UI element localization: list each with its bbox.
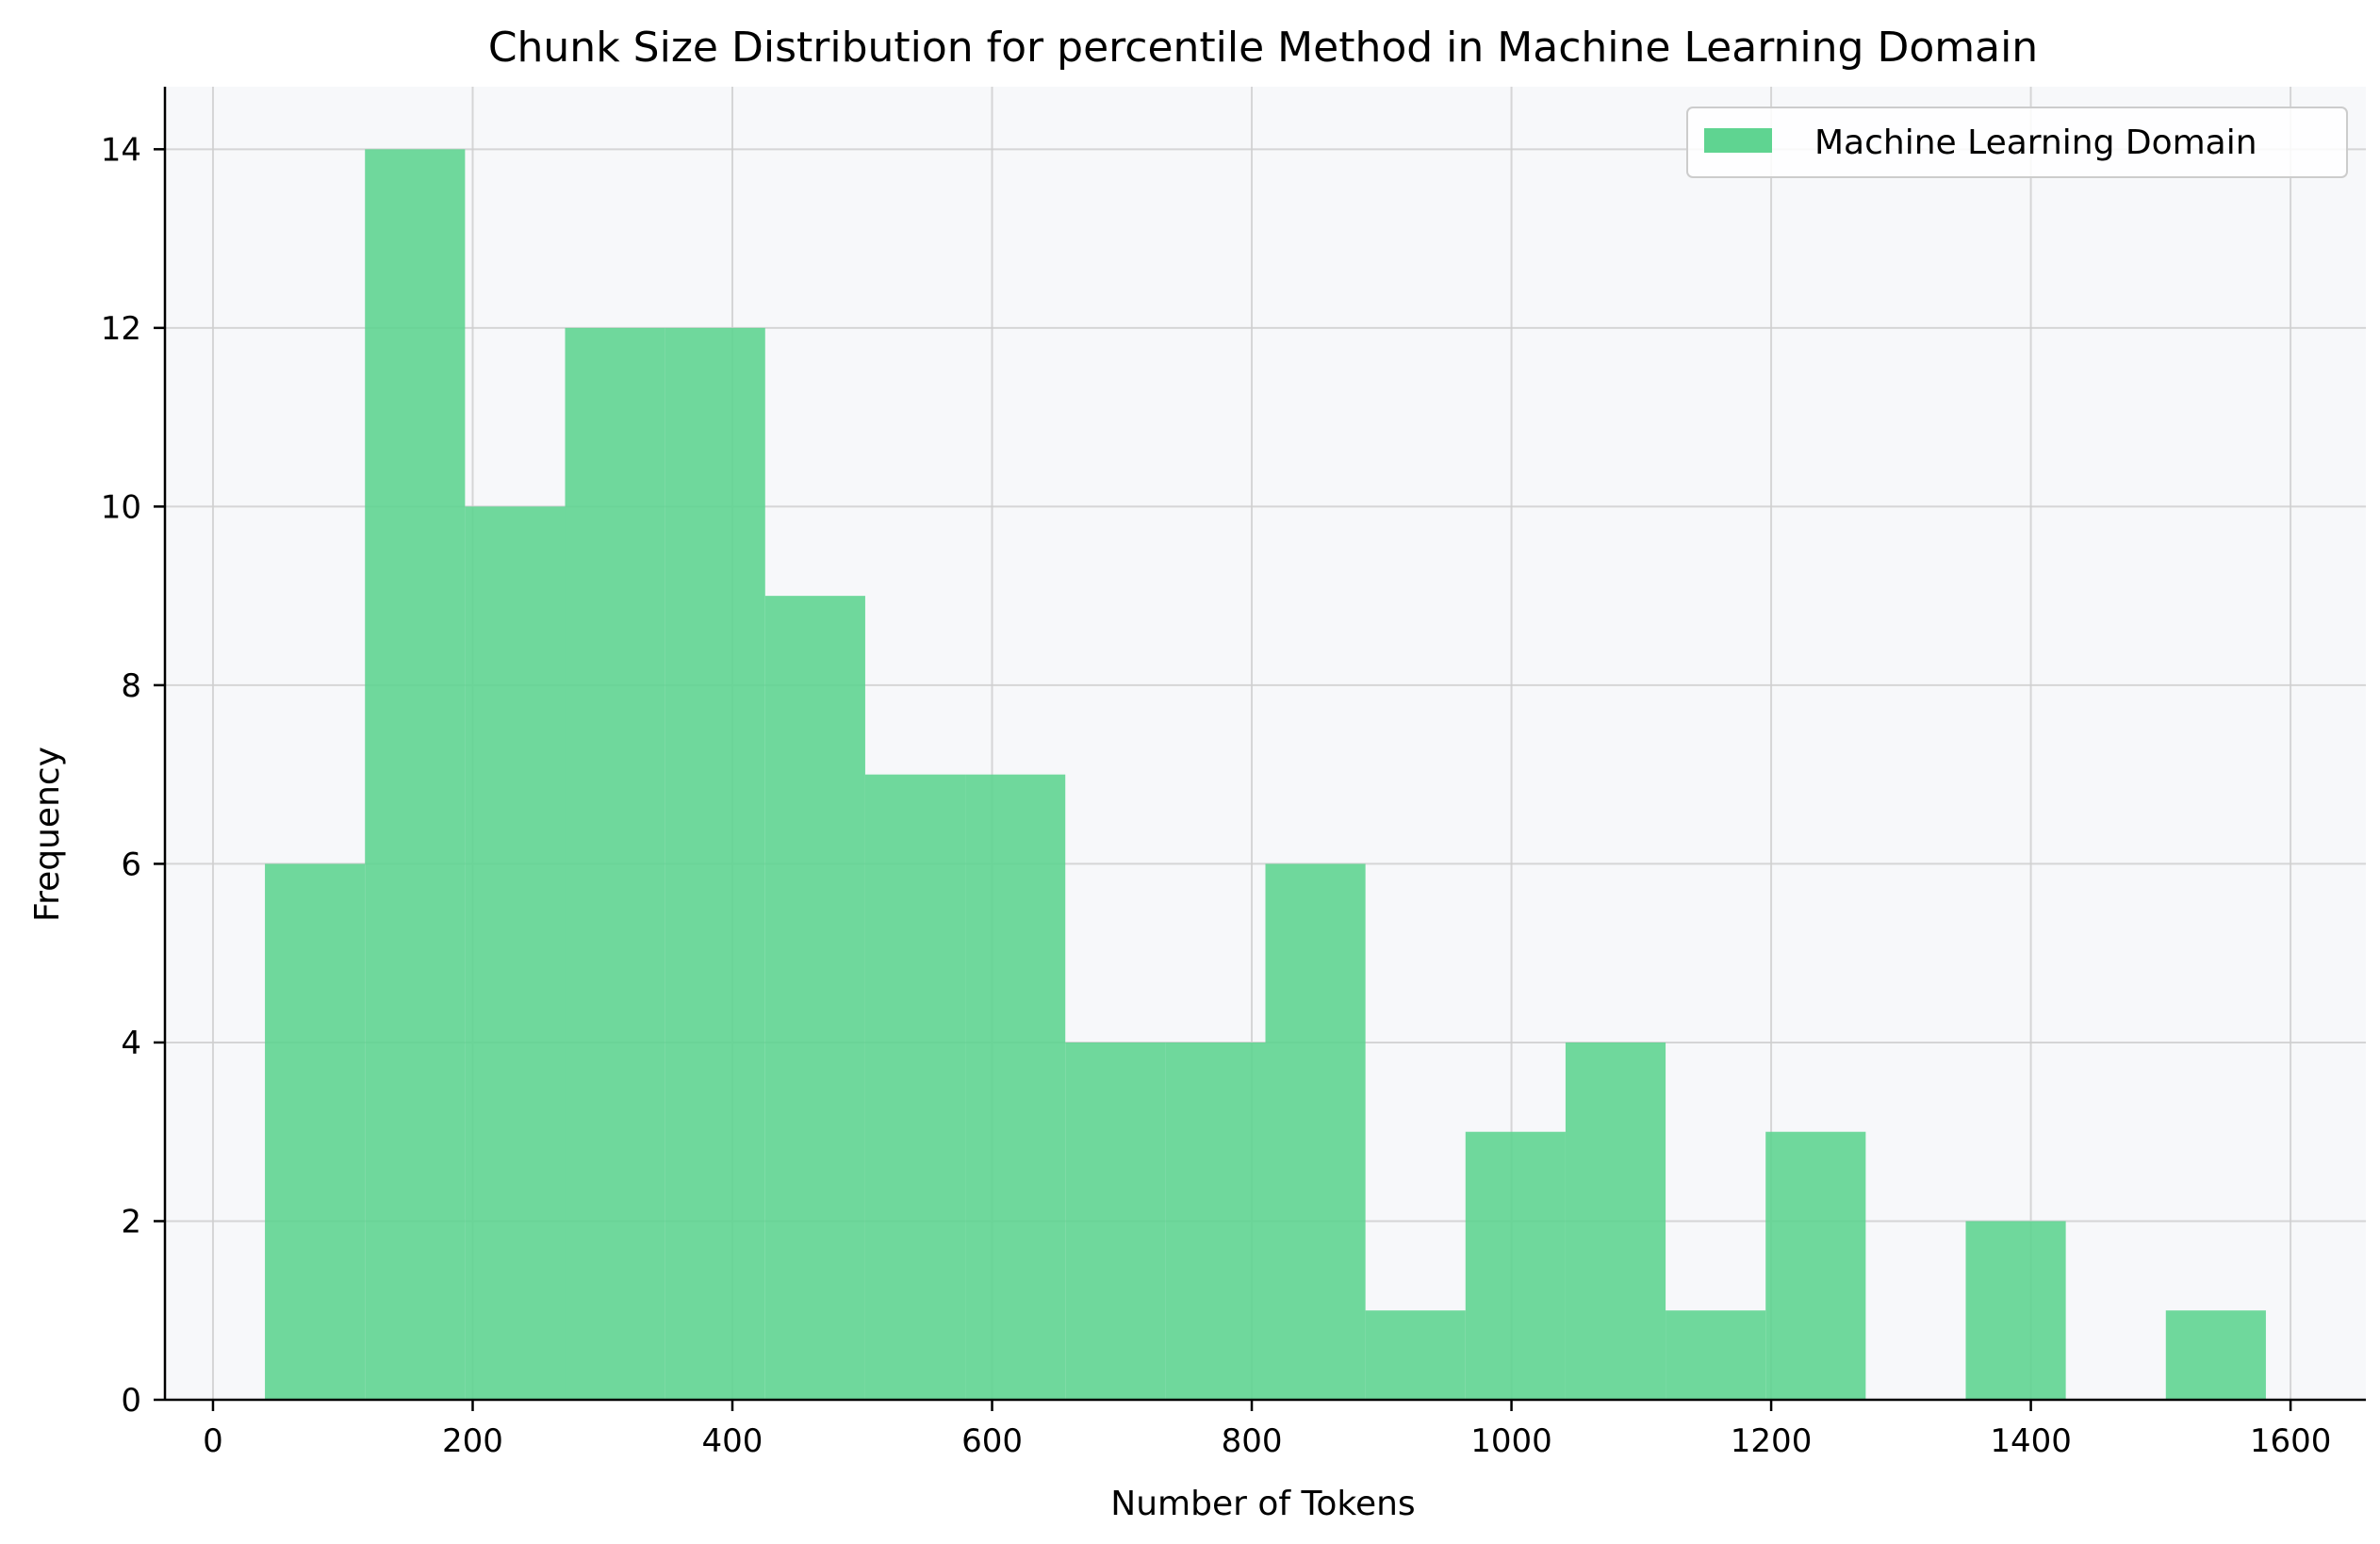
x-tick-label: 600 [961,1422,1023,1460]
histogram-bar [1365,1310,1466,1400]
x-tick-label: 1600 [2250,1422,2332,1460]
x-tick-label: 0 [203,1422,223,1460]
histogram-bar [764,596,865,1400]
legend-box [1686,107,2348,178]
histogram-bar [1065,1042,1166,1400]
histogram-bar [665,327,765,1400]
histogram-bar [1265,863,1366,1400]
histogram-bar [565,327,665,1400]
histogram-bars [265,149,2266,1400]
histogram-bar [1465,1131,1566,1400]
x-axis-ticks: 0 200 400 600 800 1000 1200 1400 1600 [203,1400,2331,1460]
y-tick-label: 2 [121,1203,141,1240]
histogram-bar [265,863,366,1400]
y-tick-label: 0 [121,1382,141,1420]
x-tick-label: 800 [1222,1422,1283,1460]
histogram-bar [965,774,1066,1400]
histogram-bar [1765,1131,1866,1400]
y-tick-label: 12 [101,310,141,348]
y-axis-label: Frequency [28,747,67,922]
x-tick-label: 1200 [1731,1422,1813,1460]
histogram-bar [864,774,966,1400]
legend-label: Machine Learning Domain [1814,123,2257,162]
histogram-bar [2165,1310,2266,1400]
histogram-bar [1666,1310,1766,1400]
y-axis-ticks: 0 2 4 6 8 10 12 14 [101,131,165,1420]
y-tick-label: 8 [121,667,141,705]
x-tick-label: 1000 [1470,1422,1552,1460]
legend-swatch [1704,128,1772,153]
chart-title: Chunk Size Distribution for percentile M… [488,24,2038,72]
histogram-bar [365,149,466,1400]
y-tick-label: 6 [121,846,141,883]
x-tick-label: 1400 [1990,1422,2072,1460]
histogram-bar [1965,1221,2066,1400]
histogram-bar [465,506,566,1400]
axes [163,87,2366,1402]
y-tick-label: 4 [121,1025,141,1062]
x-axis-label: Number of Tokens [1110,1485,1415,1523]
y-tick-label: 14 [101,131,141,169]
histogram-bar [1565,1042,1666,1400]
y-tick-label: 10 [101,488,141,526]
x-tick-label: 200 [442,1422,503,1460]
x-tick-label: 400 [702,1422,763,1460]
legend: Machine Learning Domain [1686,107,2348,178]
histogram-bar [1165,1042,1266,1400]
